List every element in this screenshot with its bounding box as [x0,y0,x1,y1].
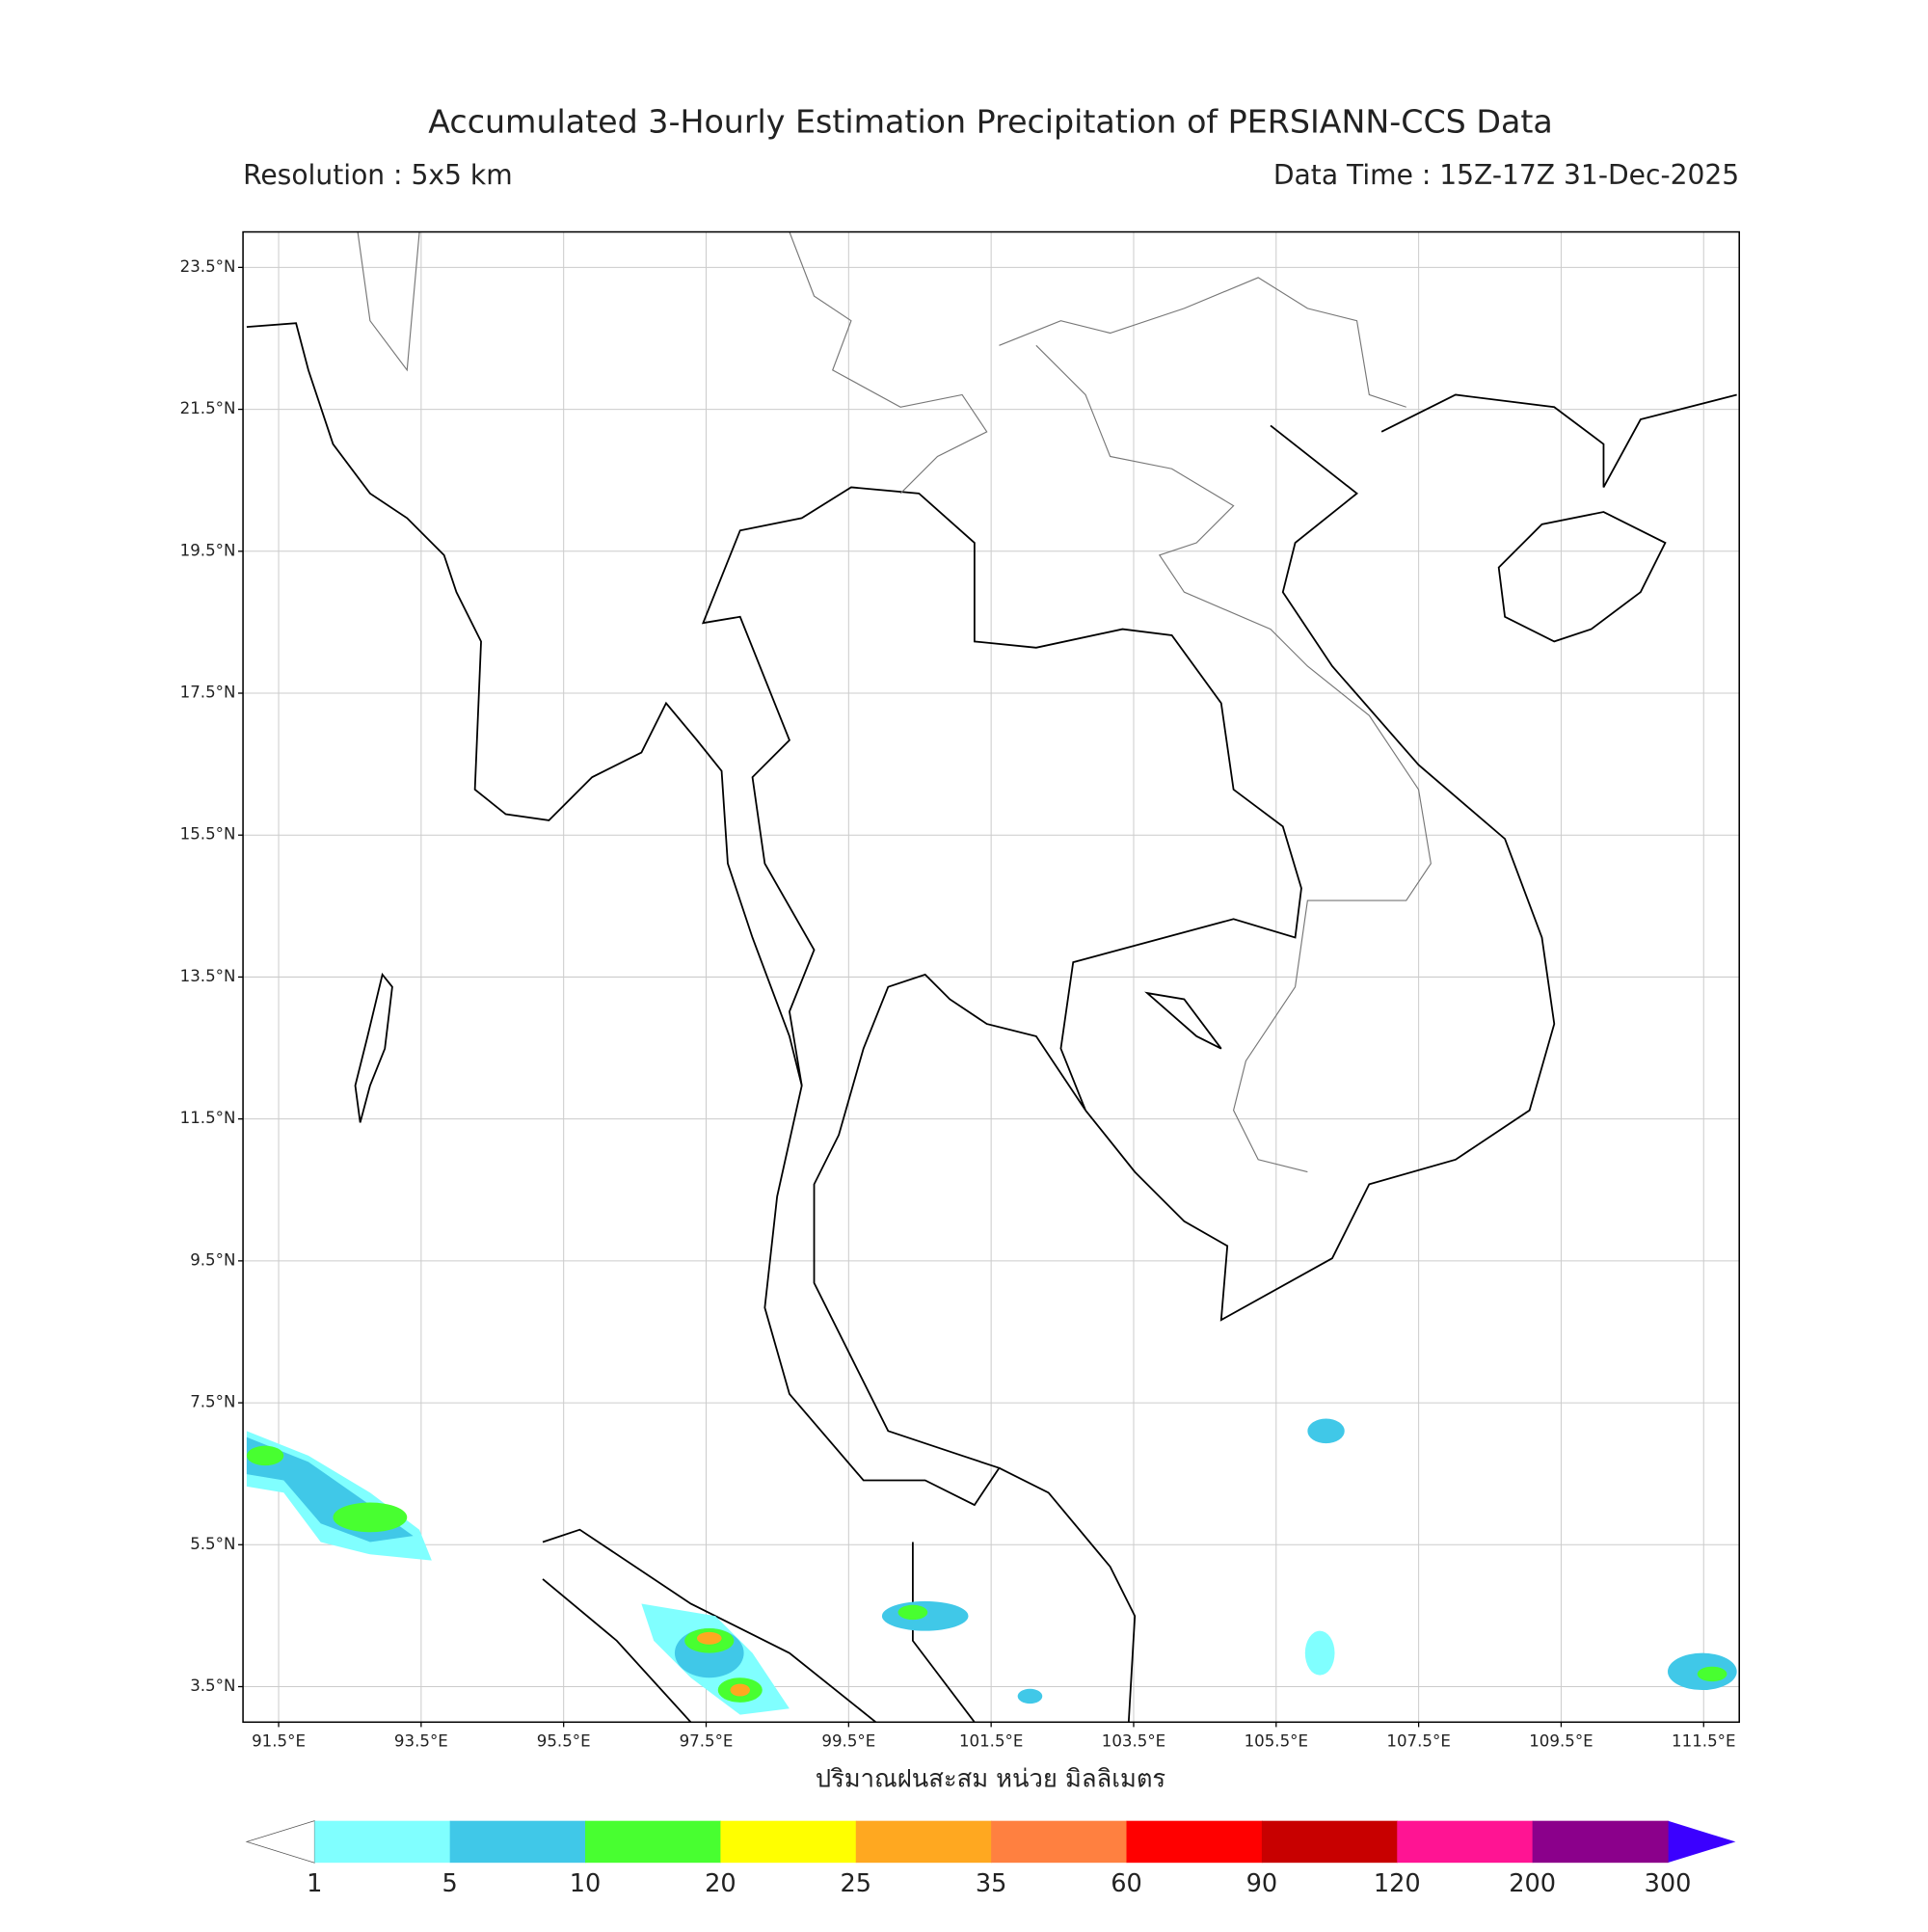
lon-tick-label: 95.5°E [537,1731,591,1750]
lat-tick-label: 23.5°N [180,257,236,276]
myanmar-coast [246,322,803,1087]
resolution: Resolution : 5x5 km [243,159,513,191]
lat-tick-label: 21.5°N [180,399,236,417]
colorbar-over [1668,1820,1736,1864]
lon-tick-label: 99.5°E [821,1731,875,1750]
colorbar-tick-label: 200 [1509,1869,1556,1898]
colorbar: 1 5 10 20 25 35 60 90 120 200 300 [245,1820,1736,1898]
lon-tick-label: 105.5°E [1245,1731,1308,1750]
thailand [701,486,1302,1507]
grid: 91.5°E 93.5°E 95.5°E 97.5°E 99.5°E 101.5°E 103… [180,231,1740,1750]
lon-tick-label: 107.5°E [1386,1731,1450,1750]
tonle-sap [1144,991,1222,1050]
colorbar-tick-label: 90 [1246,1869,1278,1898]
colorbar-box [991,1820,1128,1864]
andaman-islands [354,972,393,1123]
map-shapes [246,231,1737,1723]
lat-tick-label: 19.5°N [180,541,236,559]
colorbar-label: ปริมาณฝนสะสม หน่วย มิลลิเมตร [816,1764,1165,1793]
colorbar-tick-label: 35 [976,1869,1007,1898]
colorbar-tick-label: 1 [307,1869,322,1898]
lon-tick-label: 101.5°E [959,1731,1023,1750]
colorbar-tick-label: 60 [1111,1869,1142,1898]
colorbar-tick-label: 10 [570,1869,602,1898]
lon-tick-label: 109.5°E [1529,1731,1593,1750]
sumatra-coast [542,1528,877,1723]
lon-tick-label: 91.5°E [252,1731,306,1750]
lat-tick-label: 7.5°N [190,1393,235,1411]
lat-tick-label: 15.5°N [180,825,236,844]
lat-tick-label: 17.5°N [180,684,236,702]
colorbar-box [585,1820,722,1864]
colorbar-tick-label: 300 [1645,1869,1692,1898]
precipitation [246,1418,1737,1715]
colorbar-tick-label: 25 [840,1869,871,1898]
lat-tick-label: 5.5°N [190,1535,235,1553]
title: Accumulated 3-Hourly Estimation Precipit… [428,102,1552,140]
colorbar-box [720,1820,857,1864]
lon-tick-label: 97.5°E [680,1731,734,1750]
lat-tick-label: 9.5°N [190,1250,235,1269]
colorbar-tick-label: 20 [705,1869,736,1898]
lat-tick-label: 13.5°N [180,967,236,985]
china-coast [1380,393,1737,488]
colorbar-box [449,1820,586,1864]
indochina-coast [1084,424,1556,1322]
data-time: Data Time : 15Z-17Z 31-Dec-2025 [1273,159,1739,191]
lat-tick-label: 11.5°N [180,1109,236,1127]
colorbar-box [1397,1820,1534,1864]
colorbar-tick-label: 5 [442,1869,458,1898]
map-frame [242,230,1740,1724]
colorbar-box [1261,1820,1398,1864]
lon-tick-label: 111.5°E [1672,1731,1735,1750]
borders [357,231,1432,1173]
colorbar-box [1126,1820,1263,1864]
colorbar-tick-label: 120 [1374,1869,1421,1898]
colorbar-box [1532,1820,1669,1864]
hainan [1497,511,1667,643]
lon-tick-label: 93.5°E [394,1731,448,1750]
malay-coast [912,1466,1137,1723]
lon-tick-label: 103.5°E [1102,1731,1165,1750]
colorbar-under [245,1820,315,1864]
colorbar-box [855,1820,992,1864]
lat-tick-label: 3.5°N [190,1677,235,1695]
colorbar-box [314,1820,451,1864]
